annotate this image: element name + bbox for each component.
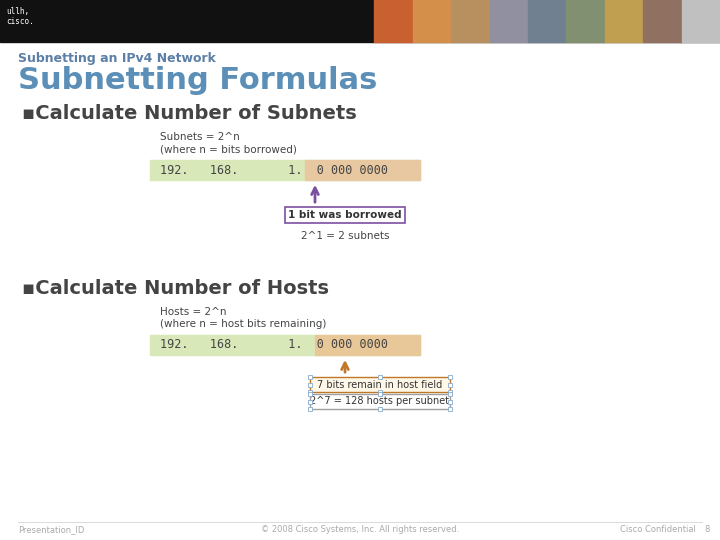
FancyBboxPatch shape [285, 207, 405, 223]
Bar [448, 382, 452, 387]
Text: 1 bit was borrowed: 1 bit was borrowed [288, 210, 402, 220]
Bar [150, 160, 420, 180]
Bar [315, 335, 420, 355]
Bar [448, 390, 452, 394]
Bar [448, 375, 452, 379]
Text: ▪Calculate Number of Subnets: ▪Calculate Number of Subnets [22, 104, 356, 123]
Bar [374, 0, 413, 42]
Bar [378, 407, 382, 411]
Text: © 2008 Cisco Systems, Inc. All rights reserved.: © 2008 Cisco Systems, Inc. All rights re… [261, 525, 459, 534]
Text: Subnetting Formulas: Subnetting Formulas [18, 66, 377, 95]
Text: Subnetting an IPv4 Network: Subnetting an IPv4 Network [18, 52, 216, 65]
Bar [490, 0, 528, 42]
Bar [308, 407, 312, 411]
Bar [413, 0, 451, 42]
Text: 192.   168.       1.  0 000 0000: 192. 168. 1. 0 000 0000 [160, 339, 388, 352]
Bar [150, 335, 420, 355]
Text: Presentation_ID: Presentation_ID [18, 525, 84, 534]
Bar [0, 0, 720, 42]
Text: Hosts = 2^n: Hosts = 2^n [160, 307, 227, 317]
Bar [308, 390, 312, 394]
Bar [378, 375, 382, 379]
FancyBboxPatch shape [310, 377, 450, 392]
Text: 7 bits remain in host field: 7 bits remain in host field [318, 380, 443, 389]
Text: (where n = host bits remaining): (where n = host bits remaining) [160, 319, 326, 329]
Text: 8: 8 [705, 525, 710, 534]
Bar [378, 392, 382, 396]
Bar [528, 0, 567, 42]
Bar [308, 400, 312, 403]
Text: ▪Calculate Number of Hosts: ▪Calculate Number of Hosts [22, 279, 329, 298]
Text: (where n = bits borrowed): (where n = bits borrowed) [160, 144, 297, 154]
Bar [305, 160, 420, 180]
Bar [378, 390, 382, 394]
Text: ullh,
cisco.: ullh, cisco. [6, 7, 34, 26]
Text: 192.   168.       1.  0 000 0000: 192. 168. 1. 0 000 0000 [160, 164, 388, 177]
Bar [451, 0, 490, 42]
Bar [308, 392, 312, 396]
Text: Cisco Confidential: Cisco Confidential [620, 525, 696, 534]
Text: Subnets = 2^n: Subnets = 2^n [160, 132, 240, 142]
Bar [308, 375, 312, 379]
Bar [448, 407, 452, 411]
Bar [448, 392, 452, 396]
Bar [605, 0, 643, 42]
Text: 2^7 = 128 hosts per subnet: 2^7 = 128 hosts per subnet [310, 396, 449, 407]
Bar [448, 400, 452, 403]
Bar [308, 382, 312, 387]
Bar [682, 0, 720, 42]
Bar [567, 0, 605, 42]
Text: 2^1 = 2 subnets: 2^1 = 2 subnets [301, 231, 390, 241]
FancyBboxPatch shape [310, 394, 450, 409]
Bar [643, 0, 682, 42]
